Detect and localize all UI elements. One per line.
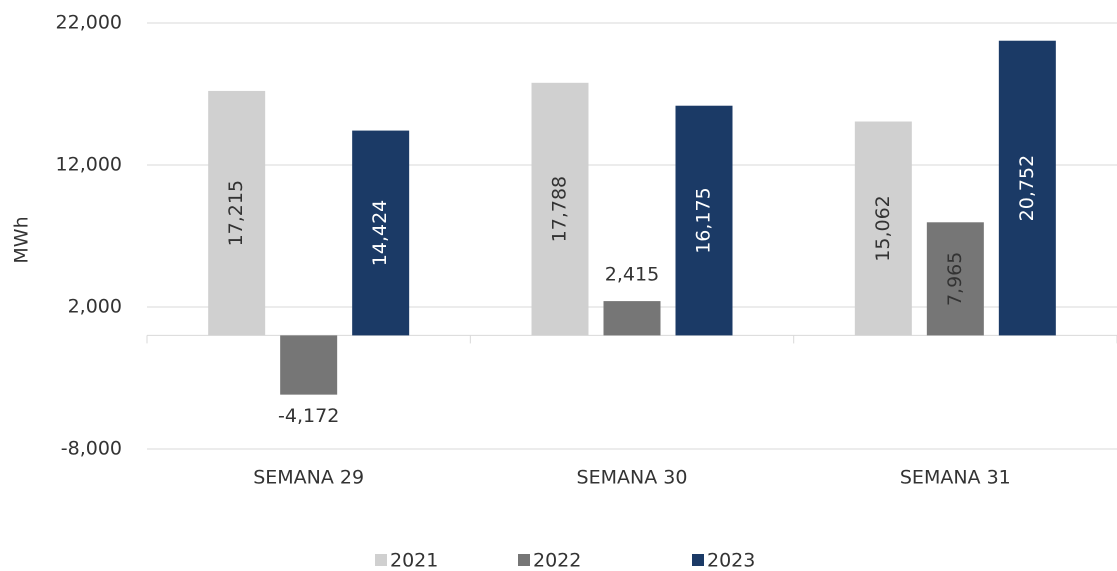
legend-swatch	[518, 554, 530, 566]
data-label: 14,424	[369, 200, 391, 266]
y-axis-title: MWh	[11, 216, 33, 263]
x-tick-label: SEMANA 29	[253, 467, 364, 489]
x-tick-label: SEMANA 31	[900, 467, 1011, 489]
legend-label: 2022	[533, 550, 581, 571]
bar	[280, 335, 337, 394]
data-label: 17,215	[225, 180, 247, 246]
data-label: -4,172	[278, 405, 339, 427]
legend-swatch	[692, 554, 704, 566]
y-tick-label: 22,000	[56, 12, 122, 34]
data-label: 17,788	[549, 176, 571, 242]
legend-label: 2023	[707, 550, 755, 571]
y-tick-label: 2,000	[68, 296, 122, 318]
data-label: 15,062	[872, 195, 894, 261]
legend-swatch	[375, 554, 387, 566]
chart: MWh -8,000 2,000 12,000 22,000 SEMANA 29 17,2…	[0, 0, 1117, 571]
legend-label: 2021	[390, 550, 438, 571]
data-label: 16,175	[693, 187, 715, 253]
data-label: 2,415	[605, 264, 659, 286]
data-label: 20,752	[1016, 155, 1038, 221]
data-label: 7,965	[944, 252, 966, 306]
y-tick-label: 12,000	[56, 154, 122, 176]
y-tick-label: -8,000	[61, 438, 122, 460]
x-tick-label: SEMANA 30	[577, 467, 688, 489]
bar	[604, 301, 661, 335]
